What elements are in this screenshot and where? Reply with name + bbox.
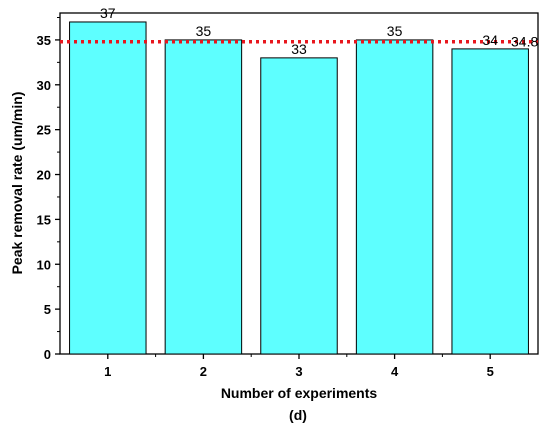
x-tick-label: 5	[487, 364, 494, 379]
x-tick-label: 1	[104, 364, 111, 379]
bar	[164, 39, 243, 355]
y-tick-label: 35	[37, 33, 51, 48]
y-tick-label: 15	[37, 212, 51, 227]
y-tick-label: 10	[37, 257, 51, 272]
bars	[69, 21, 529, 355]
bar-value-label: 33	[291, 41, 307, 57]
x-tick-label: 2	[200, 364, 207, 379]
x-axis: 1 2 3 4 5	[104, 354, 494, 379]
data-labels: 37 35 33 35 34 34.8	[100, 5, 538, 57]
y-tick-label: 5	[44, 302, 51, 317]
y-tick-label: 20	[37, 168, 51, 183]
y-axis-title: Peak removal rate (um/min)	[9, 92, 25, 275]
y-axis: 0 5 10 15 20 25 30 35	[37, 16, 60, 362]
x-axis-title: Number of experiments	[221, 385, 378, 401]
bar	[355, 39, 434, 355]
bar-value-label: 34	[482, 32, 498, 48]
bar	[451, 48, 529, 355]
reference-line-label: 34.8	[511, 34, 538, 50]
bar	[260, 57, 338, 355]
x-tick-label: 3	[295, 364, 302, 379]
figure-caption: (d)	[289, 407, 307, 423]
y-tick-label: 30	[37, 78, 51, 93]
y-tick-label: 0	[44, 347, 51, 362]
x-tick-label: 4	[391, 364, 399, 379]
bar	[69, 21, 147, 355]
y-tick-label: 25	[37, 123, 51, 138]
bar-value-label: 35	[196, 23, 212, 39]
bar-value-label: 37	[100, 5, 116, 21]
bar-value-label: 35	[387, 23, 403, 39]
